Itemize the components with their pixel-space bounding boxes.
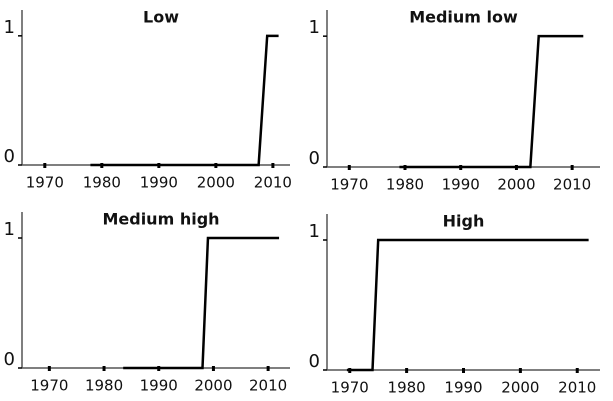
y-tick-label: 0 [309, 148, 320, 169]
x-tick-label: 1980 [83, 174, 121, 192]
y-tick-label: 1 [4, 219, 15, 240]
x-tick-label: 1990 [444, 379, 482, 397]
x-tick-label: 2010 [249, 377, 287, 395]
panel-title: Medium low [409, 8, 518, 27]
series-line [123, 236, 280, 370]
x-tick-label: 1970 [330, 176, 368, 194]
x-tick-label: 1970 [30, 377, 68, 395]
y-tick-label: 0 [4, 349, 15, 370]
series-line [90, 34, 279, 167]
x-tick-label: 2010 [254, 174, 292, 192]
x-tick-label: 1980 [388, 379, 426, 397]
x-tick-label: 1990 [140, 174, 178, 192]
x-tick-label: 2000 [497, 176, 535, 194]
x-tick-label: 1970 [26, 174, 64, 192]
x-tick-label: 2010 [553, 176, 591, 194]
y-tick-label: 1 [309, 17, 320, 38]
y-tick-label: 1 [309, 221, 320, 242]
y-tick-label: 0 [309, 351, 320, 372]
x-tick-label: 1970 [331, 379, 369, 397]
panel-title: Medium high [102, 210, 219, 229]
x-tick-label: 2000 [197, 174, 235, 192]
x-tick-label: 2000 [501, 379, 539, 397]
x-tick-label: 1980 [386, 176, 424, 194]
x-tick-label: 1980 [85, 377, 123, 395]
x-tick-label: 1990 [140, 377, 178, 395]
series-line [399, 34, 584, 169]
x-tick-label: 2000 [194, 377, 232, 395]
panel-title: Low [143, 8, 179, 27]
x-tick-label: 2010 [558, 379, 596, 397]
y-tick-label: 1 [4, 17, 15, 38]
y-tick-label: 0 [4, 146, 15, 167]
series-line [346, 238, 589, 372]
panel-title: High [443, 212, 485, 231]
x-tick-label: 1990 [442, 176, 480, 194]
